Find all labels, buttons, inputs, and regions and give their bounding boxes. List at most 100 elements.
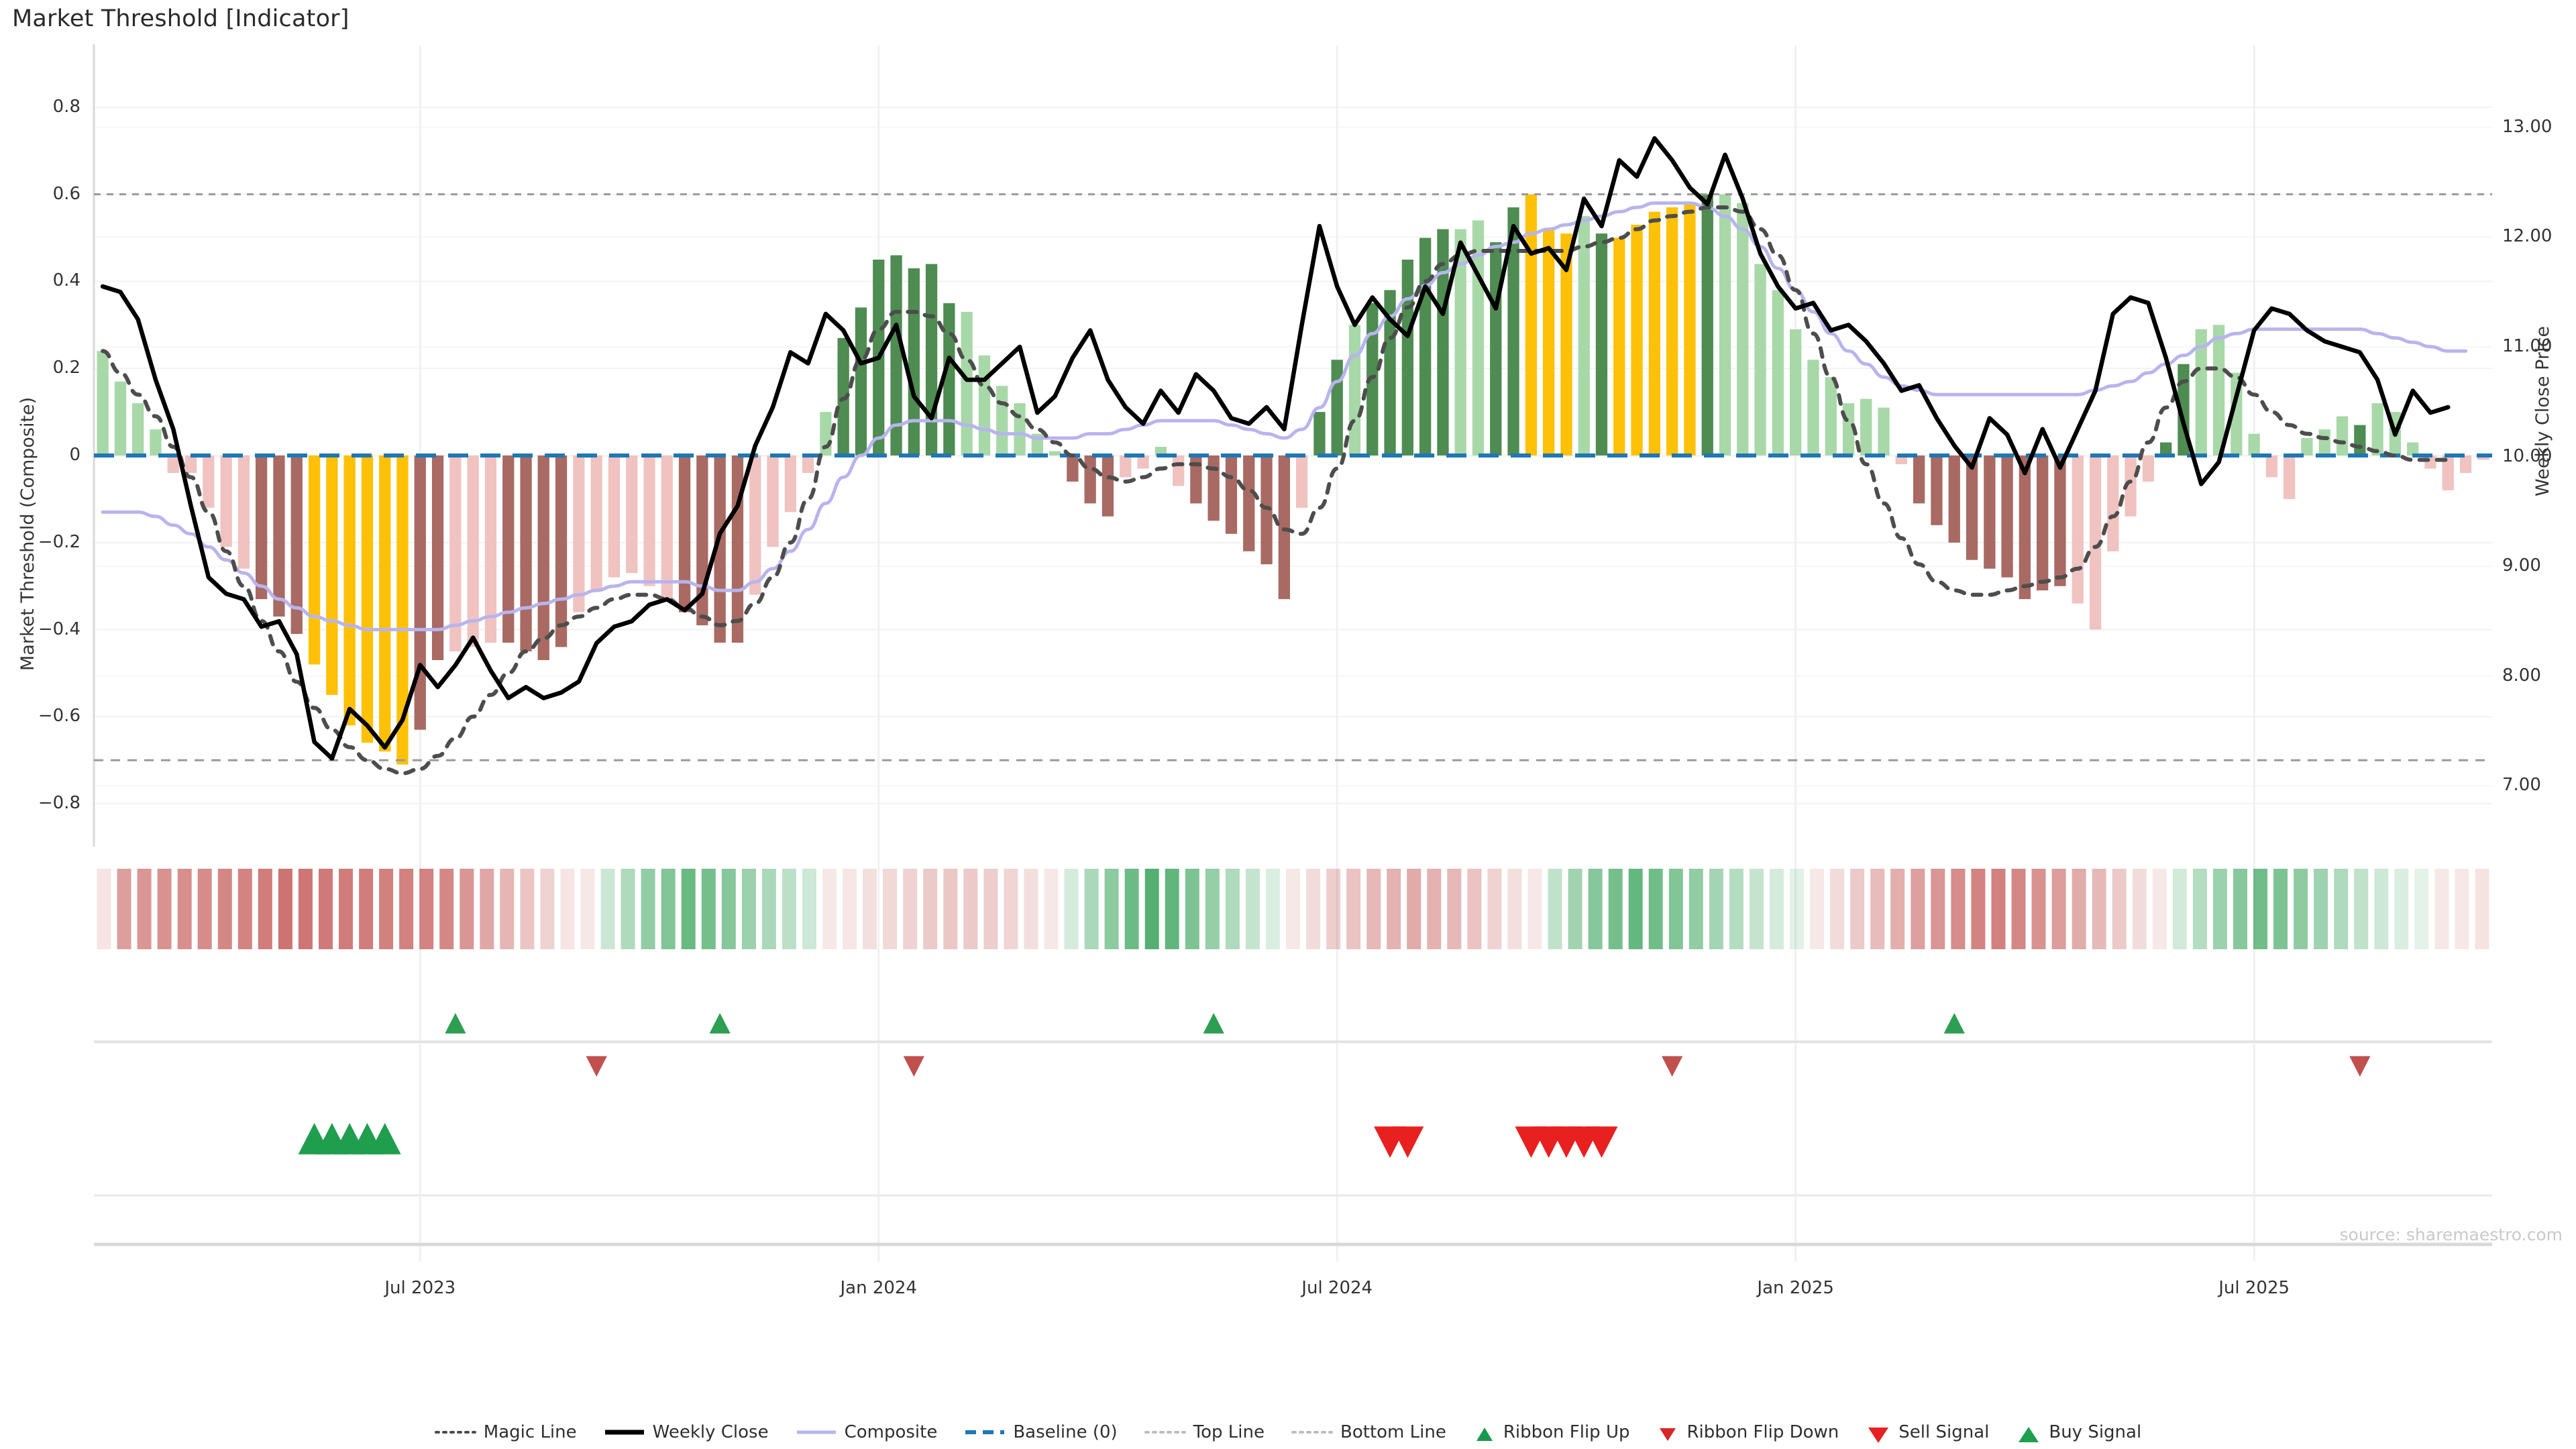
composite-bar [308,455,321,665]
ribbon-segment [1245,869,1260,949]
composite-bar [608,455,621,578]
ribbon-segment [2112,869,2127,949]
legend-item[interactable]: Ribbon Flip Down [1656,1422,1839,1442]
composite-bar [2001,455,2013,578]
ribbon-segment [2192,869,2207,949]
composite-bar [1895,455,1907,464]
ribbon-segment [1225,869,1240,949]
composite-bar [1366,303,1379,455]
ribbon-segment [460,869,474,949]
sell-signal-marker [2349,1056,2371,1077]
composite-bar [326,455,338,695]
composite-bar [784,455,796,513]
composite-bar [256,455,268,600]
x-tick: Jul 2023 [384,1278,456,1298]
legend-item[interactable]: Magic Line [434,1422,577,1442]
composite-bar [1437,229,1449,455]
composite-bar [1067,455,1079,482]
composite-bar [820,412,832,455]
composite-bar [1860,398,1872,455]
legend-item[interactable]: Bottom Line [1291,1422,1446,1442]
ribbon-flip-up-marker [445,1013,466,1034]
composite-bar [1243,455,1255,551]
ribbon-segment [802,869,816,949]
composite-bar [2477,455,2489,460]
legend-item[interactable]: Buy Signal [2016,1422,2141,1442]
legend-item[interactable]: Top Line [1144,1422,1265,1442]
composite-bar [661,455,673,600]
composite-bar [731,455,744,643]
composite-bar [1014,403,1026,455]
composite-bar [855,307,867,455]
ribbon-segment [97,869,111,949]
composite-bar [1578,216,1590,455]
ribbon-segment [2152,869,2167,949]
ribbon-segment [1770,869,1784,949]
composite-bar [1984,455,1996,569]
ribbon-segment [1044,869,1059,949]
composite-bar [1313,412,1326,455]
legend-label: Composite [844,1422,938,1442]
composite-bar [2284,455,2296,499]
composite-bar [1278,455,1290,600]
ribbon-segment [641,869,655,949]
composite-bar [2019,455,2031,600]
composite-bar [749,455,761,595]
ribbon-segment [2132,869,2147,949]
ribbon-segment [1709,869,1723,949]
legend-item[interactable]: Composite [796,1422,938,1442]
ribbon-flip-up-marker [709,1013,731,1034]
ribbon-segment [1407,869,1421,949]
y-tick-right: 8.00 [2502,665,2541,686]
ribbon-segment [1568,869,1582,949]
composite-bar [908,268,920,455]
ribbon-segment [419,869,434,949]
source-caption: source: sharemaestro.com [2339,1225,2563,1244]
ribbon-segment [298,869,313,949]
composite-bar [890,255,902,455]
ribbon-segment [621,869,635,949]
ribbon-segment [1104,869,1119,949]
ribbon-segment [1830,869,1845,949]
ribbon-segment [1790,869,1804,949]
x-tick: Jan 2024 [840,1278,917,1298]
y-tick-left: −0.8 [38,793,80,814]
ribbon-segment [1084,869,1099,949]
composite-bar [2125,455,2137,517]
composite-bar [1966,455,1978,560]
ribbon-segment [1527,869,1542,949]
ribbon-segment [2233,869,2247,949]
composite-bar [1419,237,1432,455]
legend-label: Buy Signal [2049,1422,2142,1442]
y-tick-left: 0.8 [52,96,80,117]
legend-label: Ribbon Flip Up [1503,1422,1630,1442]
composite-bar [1948,455,1960,543]
composite-bar [1208,455,1220,521]
composite-bar [2195,329,2207,455]
ribbon-segment [1366,869,1381,949]
ribbon-segment [2253,869,2267,949]
ribbon-flip-down-marker [903,1056,924,1077]
ribbon-flip-down-marker [1662,1056,1683,1077]
composite-bar [2371,403,2383,455]
legend-item[interactable]: Ribbon Flip Up [1473,1422,1630,1442]
legend-item[interactable]: Sell Signal [1866,1422,1989,1443]
y-tick-right: 7.00 [2502,775,2541,796]
composite-bar [1260,455,1273,565]
ribbon-segment [1507,869,1522,949]
composite-bar [1701,194,1713,455]
composite-bar [414,455,426,730]
composite-bar [2160,442,2172,455]
composite-bar [2442,455,2454,490]
ribbon-segment [1165,869,1179,949]
composite-bar [150,429,162,455]
ribbon-segment [1648,869,1663,949]
composite-bar [290,455,303,634]
ribbon-segment [1265,869,1280,949]
legend-item[interactable]: Weekly Close [604,1422,769,1442]
legend-label: Top Line [1193,1422,1265,1442]
legend-item[interactable]: Baseline (0) [964,1422,1118,1442]
legend-swatch-triangle-up-icon [1473,1425,1496,1441]
ribbon-segment [2051,869,2066,949]
ribbon-segment [1144,869,1159,949]
